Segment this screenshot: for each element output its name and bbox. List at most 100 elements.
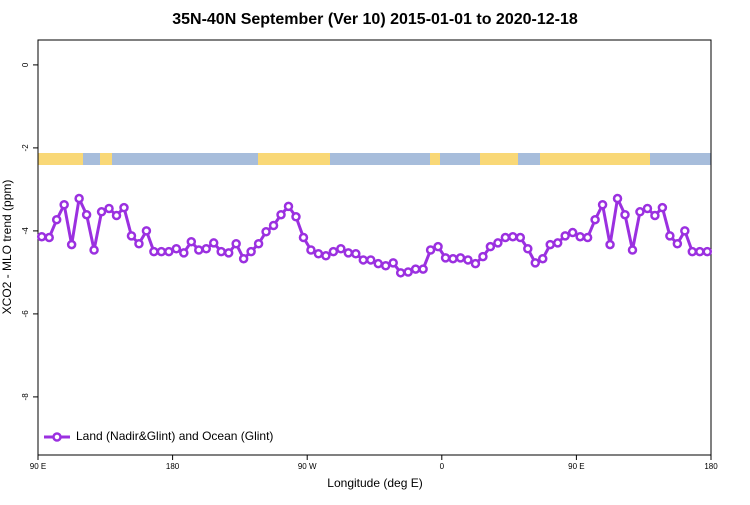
data-point bbox=[440, 253, 451, 263]
data-point bbox=[590, 214, 600, 225]
data-point bbox=[276, 209, 286, 220]
data-point bbox=[455, 253, 466, 263]
data-point bbox=[635, 207, 645, 217]
data-point bbox=[538, 253, 548, 264]
data-point bbox=[343, 248, 354, 258]
data-point bbox=[134, 239, 144, 249]
data-point bbox=[463, 255, 473, 265]
data-point bbox=[612, 193, 623, 204]
data-point bbox=[298, 232, 309, 243]
data-point bbox=[373, 258, 383, 269]
data-point bbox=[687, 246, 698, 257]
data-point bbox=[149, 246, 159, 257]
data-point bbox=[388, 258, 398, 268]
x-axis-label: Longitude (deg E) bbox=[327, 476, 422, 490]
data-point bbox=[358, 255, 369, 265]
x-tick-label: 90 E bbox=[568, 462, 584, 471]
x-tick-label: 90 W bbox=[298, 462, 317, 471]
data-point bbox=[156, 246, 167, 257]
data-point bbox=[59, 200, 69, 210]
data-point bbox=[283, 201, 294, 212]
data-point bbox=[500, 232, 511, 243]
legend-label: Land (Nadir&Glint) and Ocean (Glint) bbox=[76, 429, 273, 443]
land-ocean-strip bbox=[38, 153, 711, 165]
data-point bbox=[268, 220, 279, 231]
data-point bbox=[470, 258, 481, 269]
data-point bbox=[493, 238, 503, 248]
data-point bbox=[216, 246, 226, 257]
data-point bbox=[44, 232, 54, 243]
data-point bbox=[485, 241, 496, 252]
data-point bbox=[605, 239, 615, 250]
data-point bbox=[96, 207, 107, 217]
chart-title: 35N-40N September (Ver 10) 2015-01-01 to… bbox=[172, 11, 578, 28]
x-tick-label: 90 E bbox=[30, 462, 46, 471]
data-point bbox=[208, 238, 219, 248]
plot-frame bbox=[37, 39, 712, 456]
land-band bbox=[480, 153, 518, 165]
y-tick-label: -8 bbox=[21, 393, 30, 401]
y-tick-label: 0 bbox=[21, 62, 30, 67]
data-point bbox=[508, 231, 518, 242]
data-point bbox=[627, 245, 638, 255]
data-point bbox=[253, 239, 264, 249]
data-point bbox=[336, 243, 346, 254]
data-point bbox=[515, 232, 526, 243]
land-band bbox=[540, 153, 650, 165]
data-point bbox=[395, 268, 406, 278]
data-point bbox=[366, 255, 376, 265]
data-point bbox=[119, 202, 129, 213]
data-point bbox=[680, 226, 690, 236]
data-point bbox=[291, 212, 301, 222]
y-axis-label: XCO2 - MLO trend (ppm) bbox=[0, 180, 14, 315]
data-point bbox=[89, 245, 99, 255]
data-point bbox=[567, 227, 578, 238]
data-point bbox=[672, 239, 683, 249]
data-point bbox=[171, 243, 182, 254]
data-point bbox=[425, 245, 436, 255]
data-point bbox=[560, 231, 570, 241]
data-point bbox=[201, 243, 211, 254]
data-point bbox=[74, 193, 84, 204]
data-point bbox=[575, 231, 585, 242]
land-band bbox=[38, 153, 83, 165]
data-point bbox=[410, 264, 421, 274]
data-point bbox=[695, 246, 705, 257]
data-point bbox=[448, 253, 458, 264]
data-point bbox=[650, 210, 660, 221]
data-point bbox=[523, 243, 533, 254]
data-point bbox=[351, 248, 361, 259]
data-point bbox=[194, 245, 204, 255]
data-point bbox=[111, 210, 122, 221]
data-point bbox=[478, 251, 488, 262]
data-point bbox=[642, 203, 653, 214]
x-tick-label: 180 bbox=[704, 462, 718, 471]
x-tick-label: 180 bbox=[166, 462, 180, 471]
data-point bbox=[246, 246, 256, 257]
legend-marker bbox=[52, 432, 62, 442]
data-point bbox=[261, 226, 271, 237]
data-point bbox=[597, 200, 608, 210]
data-point bbox=[657, 202, 668, 213]
data-point bbox=[433, 241, 443, 252]
data-point bbox=[403, 267, 413, 277]
x-tick-label: 0 bbox=[440, 462, 445, 471]
data-point bbox=[186, 236, 197, 247]
data-point bbox=[81, 209, 92, 220]
data-point bbox=[179, 248, 189, 258]
y-tick-label: -6 bbox=[21, 310, 30, 318]
data-point bbox=[582, 232, 593, 243]
data-point bbox=[380, 261, 391, 271]
data-point bbox=[238, 253, 249, 264]
land-band bbox=[100, 153, 112, 165]
data-point bbox=[620, 209, 630, 220]
y-tick-label: -4 bbox=[21, 227, 30, 235]
data-point bbox=[702, 246, 713, 257]
data-point bbox=[141, 226, 152, 236]
data-point bbox=[51, 214, 62, 225]
data-point bbox=[552, 238, 563, 248]
data-point bbox=[126, 231, 137, 241]
data-point bbox=[231, 239, 241, 249]
